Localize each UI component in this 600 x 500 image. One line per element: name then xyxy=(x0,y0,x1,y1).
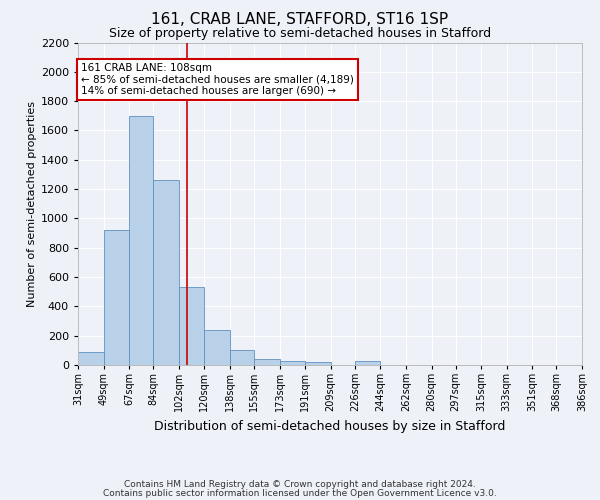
Bar xyxy=(129,116,153,365)
Bar xyxy=(78,352,104,365)
Text: 161, CRAB LANE, STAFFORD, ST16 1SP: 161, CRAB LANE, STAFFORD, ST16 1SP xyxy=(151,12,449,28)
Text: Contains HM Land Registry data © Crown copyright and database right 2024.: Contains HM Land Registry data © Crown c… xyxy=(124,480,476,489)
Bar xyxy=(230,350,254,365)
Bar xyxy=(153,180,179,365)
Bar xyxy=(305,362,331,365)
Bar xyxy=(104,230,129,365)
Text: 161 CRAB LANE: 108sqm
← 85% of semi-detached houses are smaller (4,189)
14% of s: 161 CRAB LANE: 108sqm ← 85% of semi-deta… xyxy=(81,63,354,96)
Y-axis label: Number of semi-detached properties: Number of semi-detached properties xyxy=(26,101,37,306)
Text: Size of property relative to semi-detached houses in Stafford: Size of property relative to semi-detach… xyxy=(109,28,491,40)
Bar xyxy=(205,330,230,365)
Bar xyxy=(280,360,305,365)
Text: Contains public sector information licensed under the Open Government Licence v3: Contains public sector information licen… xyxy=(103,488,497,498)
Bar xyxy=(254,359,280,365)
Bar xyxy=(179,288,205,365)
X-axis label: Distribution of semi-detached houses by size in Stafford: Distribution of semi-detached houses by … xyxy=(154,420,506,432)
Bar xyxy=(355,362,380,365)
